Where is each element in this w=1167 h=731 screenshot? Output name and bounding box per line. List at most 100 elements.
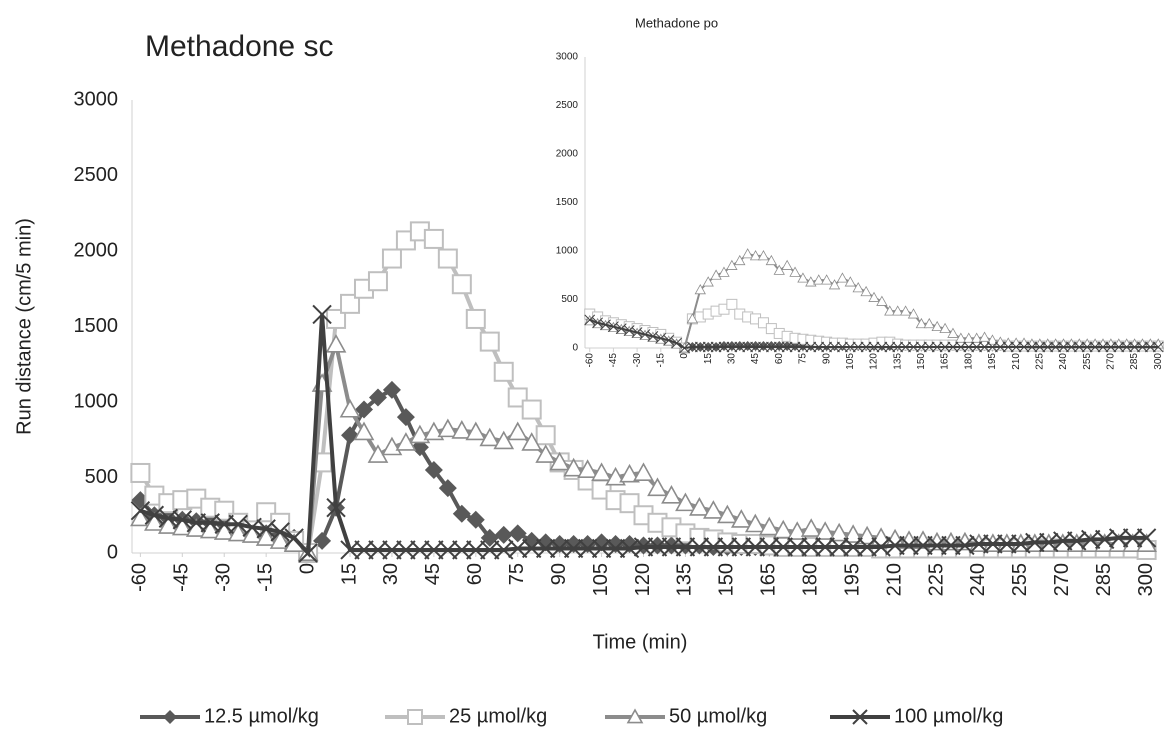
marker: [1018, 341, 1030, 353]
marker: [971, 341, 983, 353]
marker: [749, 250, 762, 261]
marker: [979, 341, 990, 353]
marker: [1097, 338, 1109, 349]
marker: [619, 463, 640, 483]
y-tick-label: 0: [107, 541, 118, 563]
marker: [423, 228, 444, 249]
marker: [1137, 341, 1148, 353]
marker: [1053, 531, 1073, 551]
marker: [410, 540, 430, 560]
x-tick-label: 300: [1135, 563, 1157, 596]
y-tick-label: 500: [561, 294, 578, 305]
marker: [773, 341, 785, 353]
marker: [805, 341, 817, 353]
marker: [986, 334, 999, 345]
marker: [741, 248, 754, 259]
x-tick-label: 270: [1106, 353, 1117, 370]
x-tick-label: 255: [1082, 353, 1093, 370]
marker: [1113, 338, 1125, 349]
marker: [592, 317, 603, 329]
marker: [521, 432, 543, 451]
marker: [765, 254, 778, 266]
marker: [591, 462, 612, 481]
y-tick-label: 2500: [74, 164, 119, 186]
marker: [671, 337, 682, 349]
x-tick-label: 15: [703, 353, 714, 365]
marker: [1002, 341, 1014, 353]
x-tick-label: -30: [632, 353, 643, 368]
marker: [1152, 341, 1164, 353]
x-tick-label: 120: [869, 353, 880, 370]
marker: [800, 518, 822, 537]
marker: [626, 708, 644, 724]
plot: Methadone po050010001500200025003000-60-…: [556, 15, 1164, 370]
legend-label: 50 µmol/kg: [669, 705, 767, 727]
marker: [367, 271, 388, 292]
x-tick-label: 210: [883, 563, 905, 596]
marker: [608, 321, 619, 333]
marker: [1121, 341, 1133, 353]
marker: [1152, 338, 1164, 349]
marker: [876, 341, 888, 353]
marker: [508, 538, 528, 559]
marker: [939, 322, 951, 334]
y-tick-label: 1000: [74, 390, 119, 412]
marker: [479, 427, 501, 447]
x-tick-label: 285: [1129, 353, 1140, 370]
marker: [844, 341, 856, 353]
marker: [815, 537, 835, 557]
marker: [923, 317, 935, 329]
marker: [535, 425, 556, 446]
marker: [1073, 338, 1085, 349]
marker: [1057, 338, 1070, 349]
marker: [368, 388, 387, 407]
y-tick-label: 1500: [556, 197, 579, 208]
marker: [591, 538, 612, 559]
marker: [1144, 338, 1157, 349]
marker: [758, 341, 769, 353]
marker: [465, 421, 487, 441]
marker: [1108, 528, 1129, 548]
marker: [923, 341, 935, 353]
x-tick-label: -45: [608, 353, 619, 368]
marker: [899, 535, 919, 556]
marker: [852, 341, 864, 353]
marker: [615, 323, 627, 334]
marker: [493, 361, 514, 382]
marker: [773, 537, 793, 557]
marker: [1089, 341, 1101, 353]
marker: [852, 709, 868, 725]
marker: [801, 537, 821, 557]
marker: [837, 341, 848, 353]
marker: [821, 341, 832, 353]
marker: [130, 501, 151, 521]
marker: [892, 305, 904, 316]
x-tick-label: 15: [338, 563, 360, 585]
marker: [1025, 532, 1045, 553]
marker: [710, 269, 722, 280]
marker: [1026, 338, 1038, 349]
marker: [507, 421, 529, 441]
marker: [987, 341, 998, 353]
marker: [703, 500, 724, 519]
marker: [734, 341, 746, 353]
marker: [163, 710, 177, 724]
x-tick-label: -60: [129, 563, 151, 592]
x-tick-label: 90: [548, 563, 570, 585]
y-tick-label: 3000: [556, 52, 579, 63]
marker: [876, 295, 888, 306]
marker: [605, 538, 626, 559]
marker: [789, 266, 801, 277]
marker: [694, 341, 706, 353]
marker: [647, 477, 668, 497]
x-tick-label: 135: [892, 353, 903, 370]
marker: [860, 285, 872, 297]
x-tick-label: 135: [674, 563, 696, 596]
marker: [1120, 338, 1133, 349]
marker: [368, 540, 388, 560]
marker: [731, 537, 752, 557]
marker: [931, 341, 943, 353]
marker: [340, 293, 361, 314]
x-tick-label: 45: [422, 563, 444, 585]
marker: [759, 537, 779, 557]
